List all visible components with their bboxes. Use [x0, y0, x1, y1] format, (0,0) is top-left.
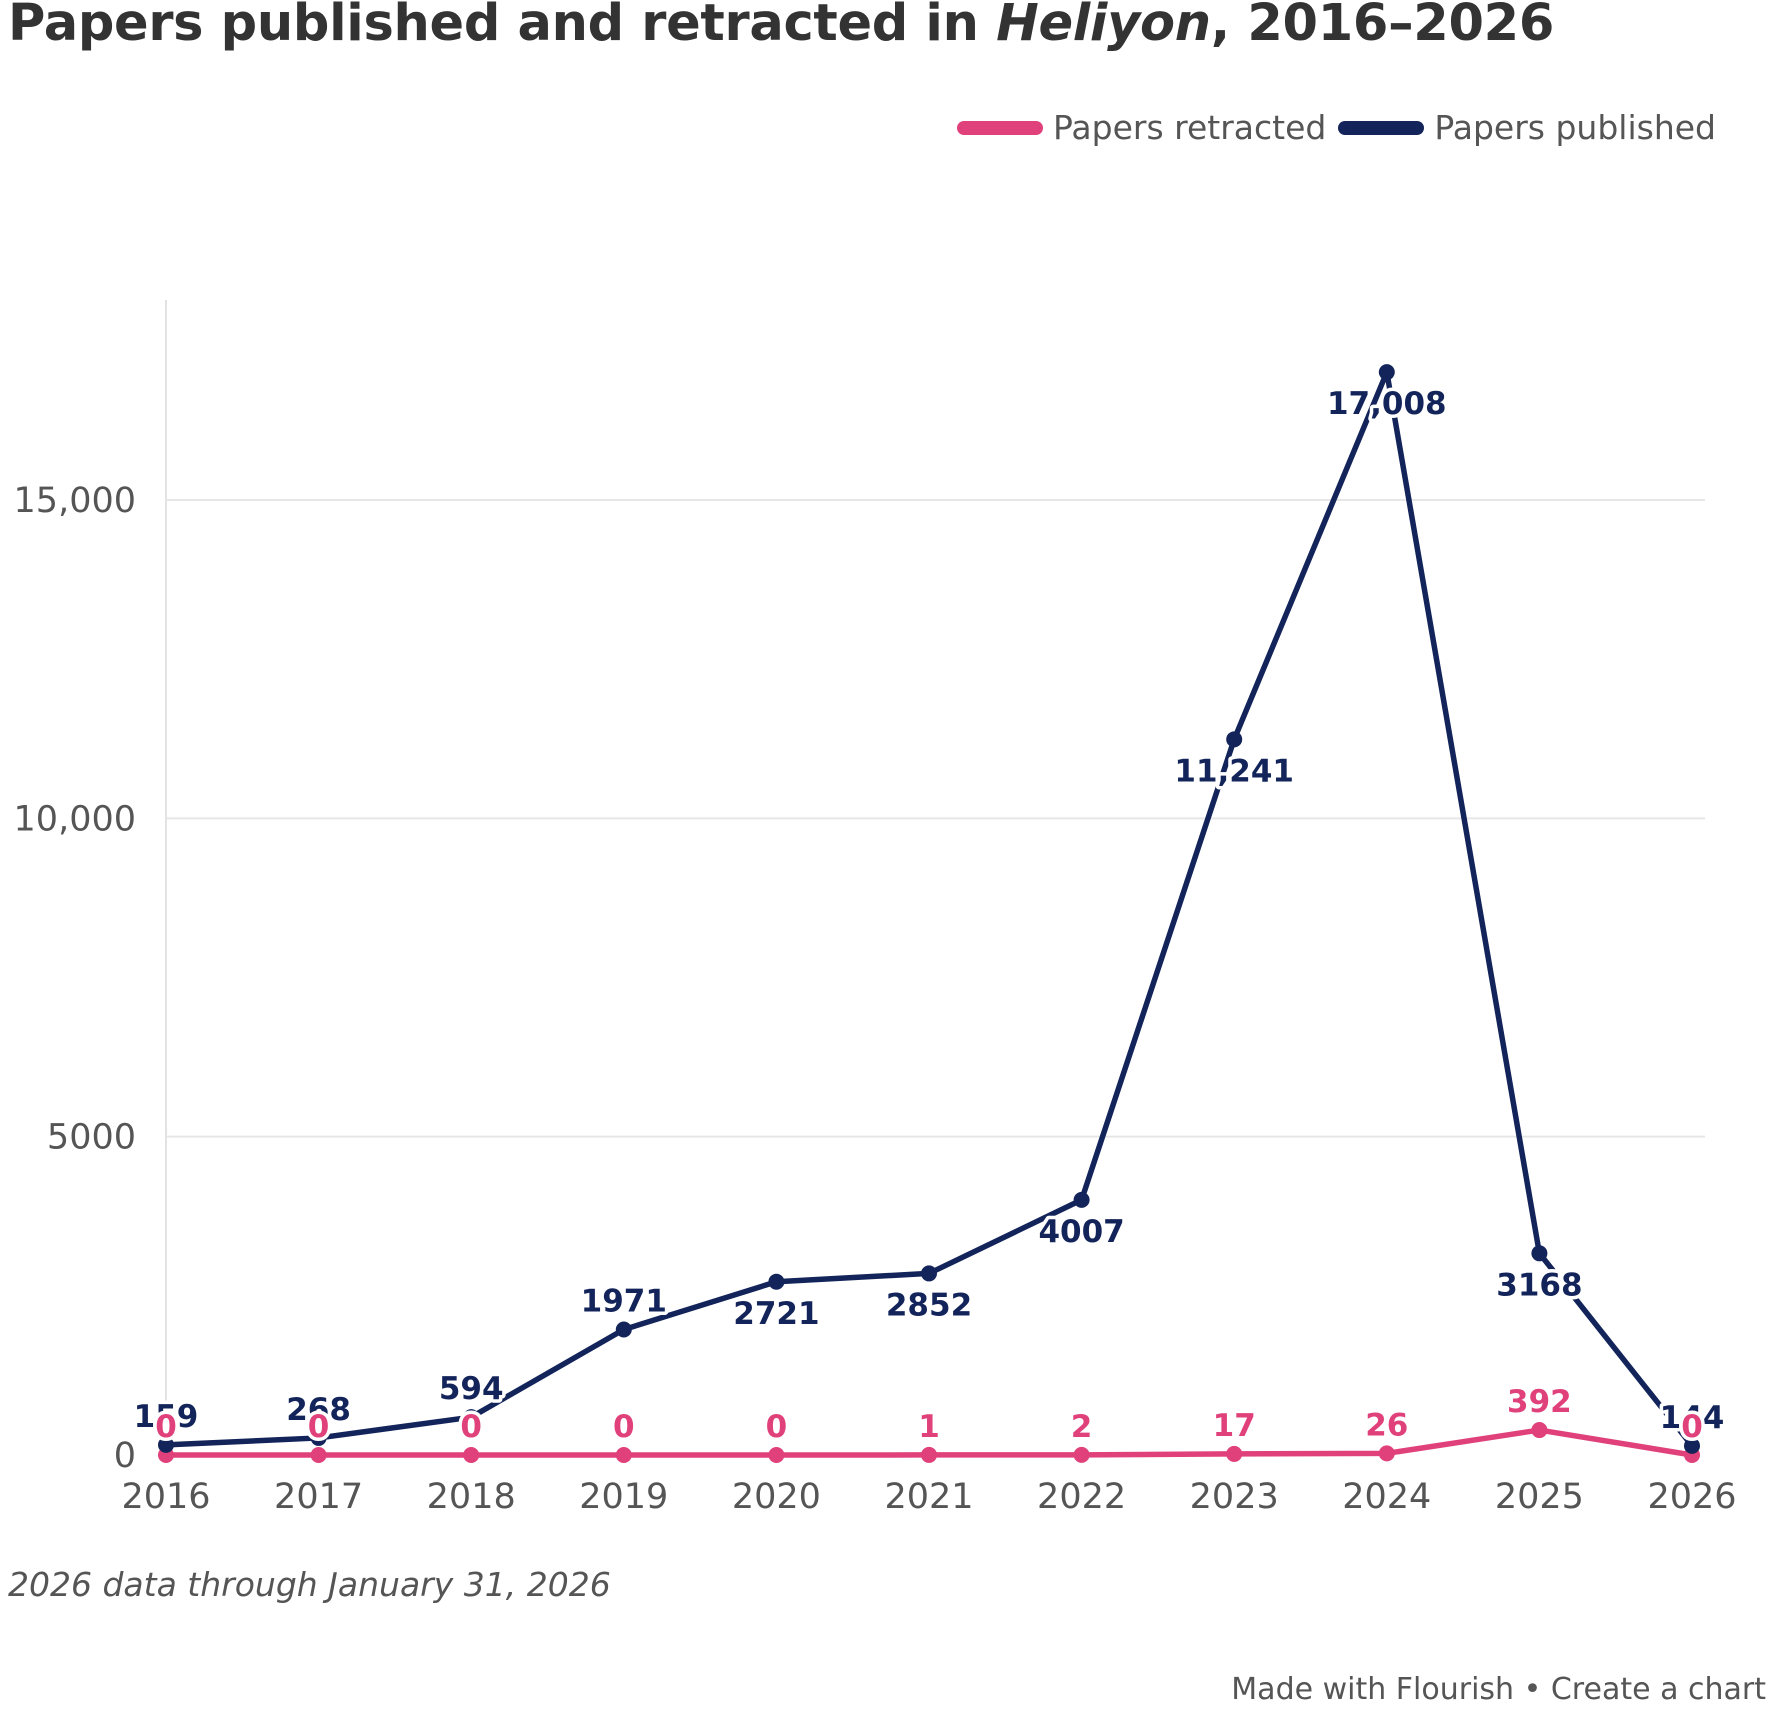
chart-title: Papers published and retracted in Heliyo…	[8, 0, 1554, 53]
legend-label-published: Papers published	[1434, 108, 1716, 147]
x-tick-label: 2020	[732, 1477, 821, 1517]
legend-item-retracted[interactable]: Papers retracted	[956, 108, 1327, 147]
create-chart-link[interactable]: Create a chart	[1550, 1672, 1766, 1707]
data-point-published[interactable]	[310, 1429, 327, 1446]
chart-title-suffix: , 2016–2026	[1210, 0, 1555, 53]
data-point-retracted[interactable]	[1531, 1422, 1548, 1439]
series-line-published	[163, 369, 1695, 1449]
data-point-retracted[interactable]	[615, 1447, 632, 1463]
legend-swatch-retracted	[956, 120, 1043, 135]
data-label-published: 3168	[1496, 1267, 1582, 1303]
data-label-retracted: 0	[766, 1409, 788, 1445]
data-label-published: 1971	[581, 1284, 667, 1320]
x-tick-label: 2017	[274, 1477, 363, 1517]
x-tick-label: 2025	[1495, 1477, 1584, 1517]
data-label-retracted: 0	[308, 1409, 330, 1445]
data-label-retracted: 2	[1071, 1409, 1093, 1445]
data-label-published: 4007	[1038, 1214, 1124, 1250]
data-label-published: 11,241	[1174, 753, 1294, 789]
data-label-published: 594	[439, 1371, 504, 1407]
made-with-flourish-link[interactable]: Made with Flourish	[1231, 1672, 1515, 1707]
legend: Papers retracted Papers published	[945, 108, 1716, 147]
data-point-published[interactable]	[921, 1265, 937, 1282]
x-tick-label: 2023	[1190, 1477, 1279, 1517]
x-tick-label: 2016	[121, 1477, 210, 1517]
data-label-retracted: 1	[918, 1409, 940, 1445]
x-tick-label: 2022	[1037, 1477, 1126, 1517]
y-tick-label: 5000	[47, 1118, 136, 1158]
data-label-published: 159	[134, 1399, 199, 1435]
data-label-published: 17,008	[1327, 386, 1447, 422]
footnote: 2026 data through January 31, 2026	[8, 1565, 611, 1604]
data-point-retracted[interactable]	[1378, 1445, 1395, 1462]
data-label-retracted: 392	[1507, 1384, 1572, 1420]
credit-separator: •	[1523, 1672, 1542, 1707]
data-point-published[interactable]	[615, 1321, 632, 1338]
x-tick-label: 2019	[579, 1477, 668, 1517]
x-tick-label: 2021	[884, 1477, 973, 1517]
chart-title-prefix: Papers published and retracted in	[8, 0, 997, 53]
data-point-retracted[interactable]	[1073, 1446, 1090, 1463]
y-tick-label: 0	[114, 1436, 136, 1476]
data-point-published[interactable]	[1226, 731, 1243, 748]
flourish-credit: Made with Flourish • Create a chart	[1231, 1672, 1766, 1707]
data-label-published: 144	[1660, 1400, 1725, 1436]
legend-swatch-published	[1338, 120, 1425, 135]
data-point-published[interactable]	[463, 1409, 480, 1426]
legend-label-retracted: Papers retracted	[1052, 108, 1327, 147]
data-point-retracted[interactable]	[1226, 1445, 1243, 1462]
data-label-published: 2721	[733, 1296, 819, 1332]
data-point-published[interactable]	[158, 1436, 174, 1453]
x-tick-label: 2026	[1647, 1477, 1736, 1517]
data-label-retracted: 0	[1681, 1409, 1703, 1445]
chart-title-journal: Heliyon	[996, 0, 1211, 53]
data-label-retracted: 0	[155, 1409, 177, 1445]
data-label-retracted: 0	[613, 1409, 635, 1445]
y-tick-label: 10,000	[14, 799, 136, 839]
data-point-published[interactable]	[1378, 364, 1395, 381]
data-point-retracted[interactable]	[463, 1447, 480, 1463]
data-point-retracted[interactable]	[921, 1446, 937, 1463]
data-point-published[interactable]	[1684, 1437, 1700, 1454]
data-label-published: 2852	[886, 1287, 972, 1323]
data-label-retracted: 26	[1365, 1407, 1408, 1443]
x-tick-label: 2024	[1342, 1477, 1431, 1517]
data-point-retracted[interactable]	[310, 1447, 327, 1463]
data-point-published[interactable]	[1531, 1245, 1548, 1262]
legend-item-published[interactable]: Papers published	[1338, 108, 1716, 147]
data-point-published[interactable]	[768, 1273, 785, 1290]
data-label-retracted: 17	[1213, 1408, 1256, 1444]
y-tick-label: 15,000	[14, 481, 136, 521]
data-label-published: 268	[286, 1392, 351, 1428]
data-label-retracted: 0	[460, 1409, 482, 1445]
x-tick-label: 2018	[427, 1477, 516, 1517]
data-point-retracted[interactable]	[768, 1447, 785, 1463]
data-point-published[interactable]	[1073, 1191, 1090, 1208]
